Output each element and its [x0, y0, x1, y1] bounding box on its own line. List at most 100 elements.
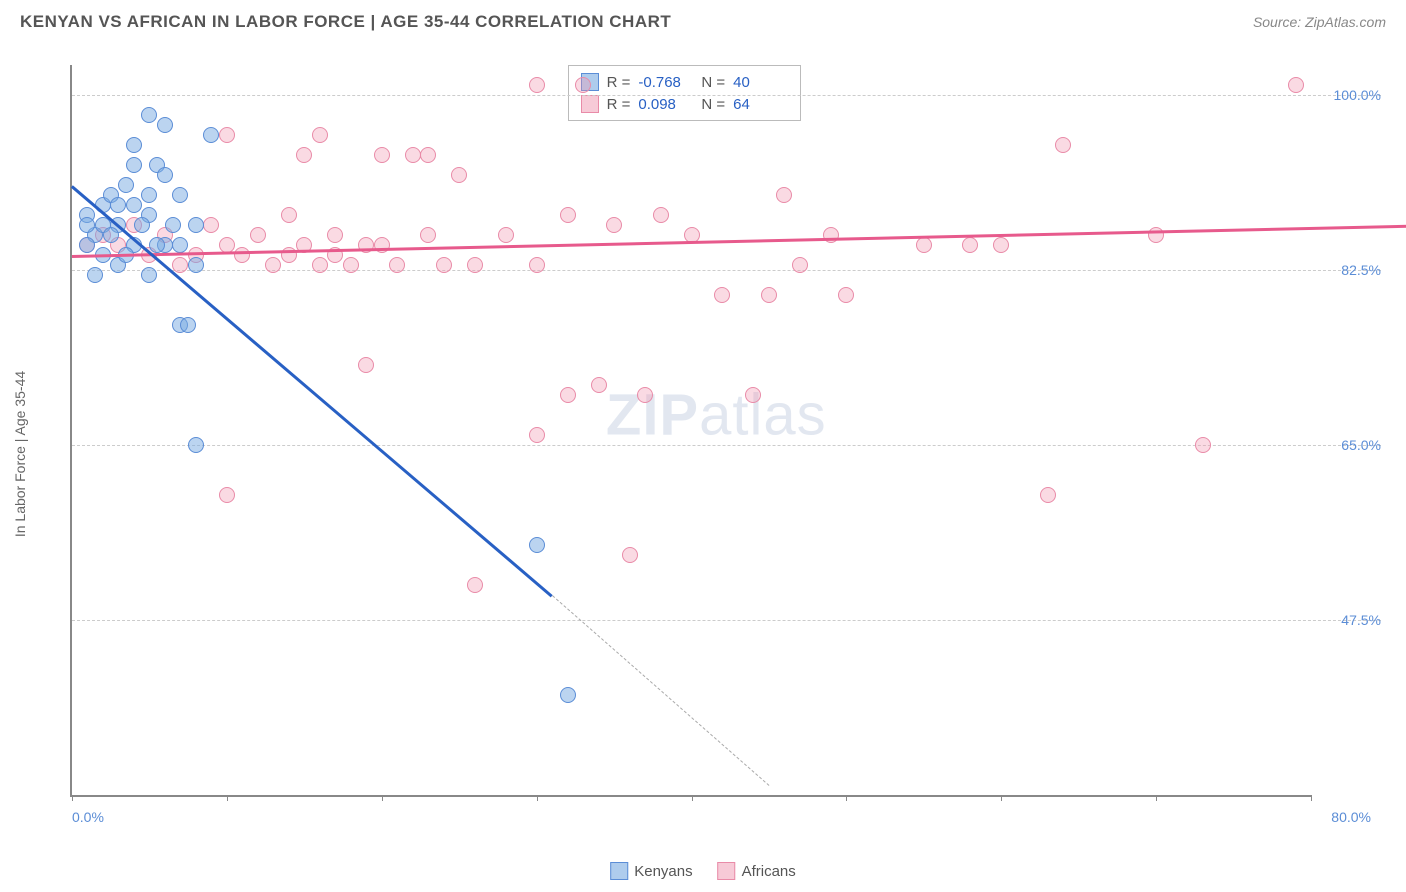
- scatter-point-africans: [962, 237, 978, 253]
- scatter-point-africans: [1040, 487, 1056, 503]
- scatter-point-africans: [606, 217, 622, 233]
- scatter-point-africans: [203, 217, 219, 233]
- scatter-point-africans: [358, 357, 374, 373]
- scatter-point-africans: [792, 257, 808, 273]
- scatter-point-africans: [250, 227, 266, 243]
- scatter-point-africans: [281, 207, 297, 223]
- scatter-point-africans: [714, 287, 730, 303]
- scatter-point-africans: [467, 257, 483, 273]
- scatter-point-kenyans: [560, 687, 576, 703]
- scatter-point-africans: [560, 387, 576, 403]
- x-tick: [72, 795, 73, 801]
- scatter-point-africans: [420, 227, 436, 243]
- scatter-point-africans: [591, 377, 607, 393]
- scatter-point-kenyans: [157, 117, 173, 133]
- scatter-point-kenyans: [126, 137, 142, 153]
- scatter-point-africans: [374, 147, 390, 163]
- scatter-point-africans: [529, 257, 545, 273]
- scatter-point-africans: [312, 127, 328, 143]
- x-tick: [227, 795, 228, 801]
- scatter-point-africans: [823, 227, 839, 243]
- scatter-point-kenyans: [126, 197, 142, 213]
- scatter-point-kenyans: [87, 267, 103, 283]
- watermark-rest: atlas: [699, 383, 827, 448]
- legend: Kenyans Africans: [610, 862, 796, 880]
- legend-item-africans: Africans: [718, 862, 796, 880]
- scatter-point-kenyans: [118, 177, 134, 193]
- scatter-point-africans: [761, 287, 777, 303]
- scatter-point-africans: [420, 147, 436, 163]
- scatter-point-africans: [745, 387, 761, 403]
- stat-n-value-africans: 64: [733, 96, 788, 113]
- stat-r-value-kenyans: -0.768: [638, 74, 693, 91]
- legend-label-kenyans: Kenyans: [634, 863, 692, 880]
- scatter-point-africans: [312, 257, 328, 273]
- gridline: [72, 445, 1381, 446]
- scatter-point-kenyans: [188, 437, 204, 453]
- scatter-point-kenyans: [134, 217, 150, 233]
- legend-swatch-pink-icon: [718, 862, 736, 880]
- gridline: [72, 620, 1381, 621]
- scatter-point-kenyans: [141, 187, 157, 203]
- x-tick: [537, 795, 538, 801]
- y-tick-label: 65.0%: [1341, 437, 1381, 453]
- stat-n-value-kenyans: 40: [733, 74, 788, 91]
- legend-label-africans: Africans: [742, 863, 796, 880]
- scatter-point-africans: [296, 147, 312, 163]
- scatter-point-kenyans: [165, 217, 181, 233]
- scatter-point-africans: [1055, 137, 1071, 153]
- scatter-point-africans: [451, 167, 467, 183]
- stat-n-label: N =: [701, 74, 725, 91]
- scatter-point-africans: [529, 77, 545, 93]
- stat-row-kenyans: R = -0.768 N = 40: [581, 71, 789, 93]
- scatter-point-africans: [436, 257, 452, 273]
- scatter-point-africans: [916, 237, 932, 253]
- scatter-point-kenyans: [141, 267, 157, 283]
- scatter-point-kenyans: [180, 317, 196, 333]
- scatter-point-africans: [776, 187, 792, 203]
- stat-r-label: R =: [607, 74, 631, 91]
- y-tick-label: 100.0%: [1334, 87, 1381, 103]
- stat-r-value-africans: 0.098: [638, 96, 693, 113]
- scatter-point-kenyans: [172, 237, 188, 253]
- scatter-point-kenyans: [157, 167, 173, 183]
- scatter-point-kenyans: [103, 227, 119, 243]
- x-axis-min-label: 0.0%: [72, 809, 104, 825]
- scatter-point-africans: [172, 257, 188, 273]
- scatter-point-kenyans: [79, 237, 95, 253]
- scatter-point-kenyans: [188, 257, 204, 273]
- scatter-point-africans: [993, 237, 1009, 253]
- scatter-point-africans: [838, 287, 854, 303]
- trend-line-africans: [72, 220, 1406, 257]
- x-tick: [1001, 795, 1002, 801]
- scatter-point-africans: [637, 387, 653, 403]
- scatter-point-africans: [389, 257, 405, 273]
- scatter-point-africans: [234, 247, 250, 263]
- legend-swatch-blue-icon: [610, 862, 628, 880]
- stat-r-label2: R =: [607, 96, 631, 113]
- scatter-point-africans: [498, 227, 514, 243]
- scatter-point-africans: [622, 547, 638, 563]
- scatter-point-africans: [653, 207, 669, 223]
- y-axis-label: In Labor Force | Age 35-44: [12, 371, 28, 537]
- scatter-point-kenyans: [126, 157, 142, 173]
- stat-row-africans: R = 0.098 N = 64: [581, 93, 789, 115]
- x-tick: [846, 795, 847, 801]
- legend-item-kenyans: Kenyans: [610, 862, 692, 880]
- scatter-point-kenyans: [141, 107, 157, 123]
- scatter-point-kenyans: [110, 197, 126, 213]
- scatter-point-africans: [1288, 77, 1304, 93]
- scatter-point-africans: [219, 127, 235, 143]
- x-tick: [1156, 795, 1157, 801]
- scatter-point-kenyans: [203, 127, 219, 143]
- scatter-point-kenyans: [188, 217, 204, 233]
- x-tick: [692, 795, 693, 801]
- scatter-point-africans: [575, 77, 591, 93]
- scatter-point-kenyans: [172, 187, 188, 203]
- plot-area: ZIPatlas R = -0.768 N = 40 R = 0.098 N =…: [70, 65, 1311, 797]
- scatter-point-africans: [327, 227, 343, 243]
- stats-box: R = -0.768 N = 40 R = 0.098 N = 64: [568, 65, 802, 121]
- gridline: [72, 95, 1381, 96]
- trend-line-kenyans-extrapolated: [551, 595, 769, 787]
- scatter-point-africans: [405, 147, 421, 163]
